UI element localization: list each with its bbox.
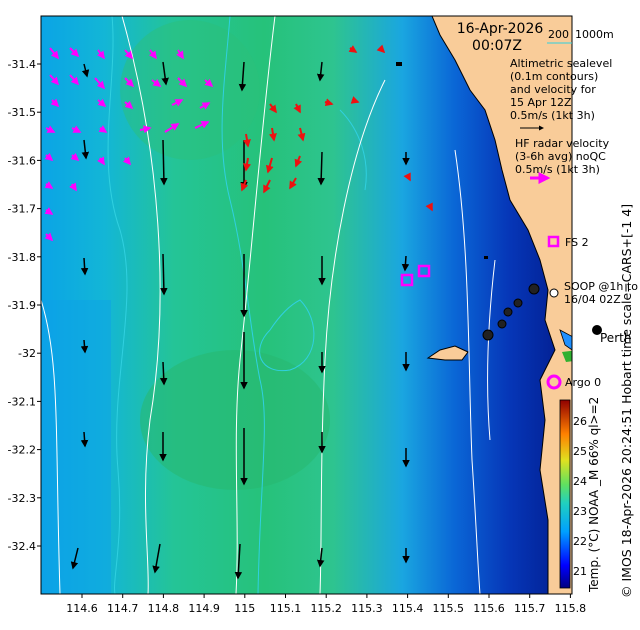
- colorbar: [559, 399, 571, 589]
- x-tick-label: 114.9: [188, 602, 220, 615]
- x-tick-label: 115.2: [310, 602, 342, 615]
- colorbar-tick-label: 21: [573, 565, 587, 578]
- isobath-200-label: 200: [548, 28, 569, 41]
- colorbar-ticks: 26 25 24 23 22 21: [573, 415, 587, 578]
- marker: [396, 62, 402, 66]
- y-tick-label: -31.4: [8, 58, 36, 71]
- altimetry-legend-line: (0.1m contours): [510, 70, 598, 83]
- sealevel-contour: [121, 16, 161, 594]
- y-axis: -31.4 -31.5 -31.6 -31.7 -31.8 -31.9 -32 -32.1 -3…: [8, 58, 41, 553]
- mooring-marker: [417, 264, 431, 278]
- coastline-land: [431, 16, 572, 594]
- warm-patch-north: [120, 20, 260, 160]
- argo-marker: [546, 374, 562, 390]
- y-tick-label: -32.2: [8, 444, 36, 457]
- warm-patch: [140, 350, 330, 490]
- y-tick-label: -31.9: [8, 299, 36, 312]
- hf-radar-arrows-red: [240, 44, 433, 212]
- isobath-line: [107, 16, 128, 594]
- y-tick-label: -32: [18, 347, 36, 360]
- y-tick-label: -31.7: [8, 203, 36, 216]
- sealevel-contour: [487, 259, 496, 441]
- mooring-marker: [400, 273, 414, 287]
- y-tick-label: -31.8: [8, 251, 36, 264]
- marker: [484, 256, 488, 259]
- fs2-label: FS 2: [565, 236, 589, 249]
- sealevel-contour: [454, 149, 481, 594]
- hf-legend-line: 0.5m/s (1kt 3h): [515, 163, 600, 176]
- x-tick-label: 115.7: [514, 602, 546, 615]
- hf-legend: HF radar velocity (3-6h avg) noQC 0.5m/s…: [515, 137, 610, 176]
- perth-label: Perth: [600, 331, 631, 345]
- fs2-marker: [547, 235, 560, 248]
- perth-marker: [592, 325, 602, 335]
- isobath-1000-label: 1000m: [575, 28, 614, 41]
- soop-track: [482, 283, 540, 341]
- x-tick-label: 115.8: [555, 602, 587, 615]
- altimetry-legend-line: and velocity for: [510, 83, 596, 96]
- altimetry-legend: Altimetric sealevel (0.1m contours) and …: [510, 57, 612, 122]
- altimetry-legend-line: 15 Apr 12Z: [510, 96, 572, 109]
- colorbar-label: Temp. (°C) NOAA _M 66% ql>=2: [587, 397, 601, 593]
- x-tick-label: 115.1: [270, 602, 302, 615]
- altimetry-legend-line: Altimetric sealevel: [510, 57, 612, 70]
- colorbar-tick-label: 26: [573, 415, 587, 428]
- hf-legend-line: (3-6h avg) noQC: [515, 150, 606, 163]
- sealevel-contour: [319, 79, 386, 594]
- map-time: 00:07Z: [472, 38, 522, 54]
- isobath-line: [221, 16, 265, 594]
- hf-radar-arrows-magenta: [44, 47, 214, 242]
- x-tick-label: 115: [234, 602, 255, 615]
- rottnest-island: [426, 345, 469, 361]
- cool-band: [41, 300, 111, 594]
- x-tick-label: 114.8: [148, 602, 180, 615]
- park-area: [562, 350, 572, 362]
- x-tick-label: 115.5: [433, 602, 465, 615]
- hf-legend-line: HF radar velocity: [515, 137, 610, 150]
- colorbar-tick-label: 22: [573, 535, 587, 548]
- swan-river: [559, 329, 572, 351]
- map-date: 16-Apr-2026: [457, 21, 544, 37]
- y-tick-label: -31.6: [8, 154, 36, 167]
- y-tick-label: -32.3: [8, 492, 36, 505]
- y-tick-label: -31.5: [8, 106, 36, 119]
- x-axis: 114.6 114.7 114.8 114.9 115 115.1 115.2 115.3 11…: [66, 594, 586, 615]
- soop-label: SOOP @1h to: [564, 280, 638, 293]
- x-tick-label: 115.3: [351, 602, 383, 615]
- isobath-line: [339, 109, 367, 191]
- y-tick-label: -32.4: [8, 540, 36, 553]
- soop-label-time: 16/04 02Z: [564, 293, 621, 306]
- colorbar-tick-label: 25: [573, 445, 587, 458]
- x-tick-label: 114.7: [107, 602, 139, 615]
- credit-text: © IMOS 18-Apr-2026 20:24:51 Hobart time …: [619, 204, 634, 598]
- y-tick-label: -32.1: [8, 395, 36, 408]
- sealevel-contour: [41, 299, 61, 594]
- sealevel-contour: [235, 16, 276, 594]
- argo-label: Argo 0: [565, 376, 601, 389]
- isobath-line: [259, 299, 315, 372]
- x-tick-label: 115.4: [392, 602, 424, 615]
- colorbar-tick-label: 24: [573, 475, 587, 488]
- colorbar-tick-label: 23: [573, 505, 587, 518]
- altimetry-legend-line: 0.5m/s (1kt 3h): [510, 109, 595, 122]
- soop-marker: [549, 288, 559, 298]
- x-tick-label: 115.6: [473, 602, 505, 615]
- x-tick-label: 114.6: [66, 602, 98, 615]
